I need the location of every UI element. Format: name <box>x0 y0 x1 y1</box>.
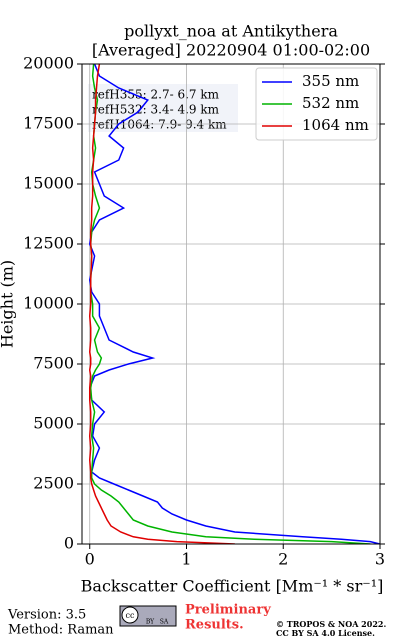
y-tick-label: 0 <box>64 534 74 553</box>
copyright: CC BY SA 4.0 License. <box>276 628 375 638</box>
chart-title: [Averaged] 20220904 01:00-02:00 <box>92 41 370 60</box>
chart-title: pollyxt_noa at Antikythera <box>124 22 338 41</box>
badge-icon <box>121 606 139 624</box>
method: Method: Raman <box>8 623 114 638</box>
legend-label: 1064 nm <box>302 116 369 134</box>
y-tick-label: 15000 <box>23 174 74 193</box>
x-tick-label: 2 <box>278 550 288 569</box>
legend-label: 532 nm <box>302 94 359 112</box>
notice: Results. <box>185 618 244 633</box>
plot-frame <box>81 63 381 545</box>
x-tick-label: 1 <box>181 550 191 569</box>
annotation: refH532: 3.4- 4.9 km <box>92 103 220 117</box>
y-tick-label: 20000 <box>23 54 74 73</box>
legend-box <box>255 67 378 141</box>
x-tick-label: 3 <box>375 550 385 569</box>
version: Version: 3.5 <box>7 608 86 623</box>
y-tick-label: 7500 <box>33 354 74 373</box>
y-tick-label: 17500 <box>23 114 74 133</box>
data-line <box>88 64 380 544</box>
y-axis-label: Height (m) <box>0 260 17 348</box>
annotation: refH1064: 7.9- 9.4 km <box>92 118 227 132</box>
annotation: refH355: 2.7- 6.7 km <box>92 88 220 102</box>
y-tick-label: 5000 <box>33 414 74 433</box>
x-tick-label: 0 <box>85 550 95 569</box>
y-tick-label: 10000 <box>23 294 74 313</box>
legend-label: 355 nm <box>302 72 359 90</box>
x-axis-label: Backscatter Coefficient [Mm⁻¹ * sr⁻¹] <box>81 577 384 596</box>
badge-text: cc <box>126 611 135 620</box>
badge-text: SA <box>160 619 169 626</box>
y-tick-label: 2500 <box>33 474 74 493</box>
data-line <box>88 64 235 544</box>
copyright: © TROPOS & NOA 2022. <box>276 619 386 629</box>
notice: Preliminary <box>185 603 271 618</box>
y-tick-label: 12500 <box>23 234 74 253</box>
badge-text: BY <box>146 619 155 626</box>
